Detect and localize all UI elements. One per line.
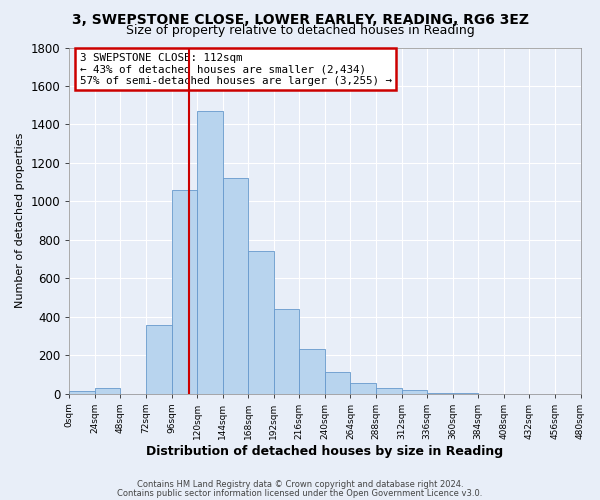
Text: 3 SWEPSTONE CLOSE: 112sqm
← 43% of detached houses are smaller (2,434)
57% of se: 3 SWEPSTONE CLOSE: 112sqm ← 43% of detac…	[80, 52, 392, 86]
Bar	[197, 111, 223, 394]
Text: 3, SWEPSTONE CLOSE, LOWER EARLEY, READING, RG6 3EZ: 3, SWEPSTONE CLOSE, LOWER EARLEY, READIN…	[71, 12, 529, 26]
Bar	[427, 392, 453, 394]
Text: Contains HM Land Registry data © Crown copyright and database right 2024.: Contains HM Land Registry data © Crown c…	[137, 480, 463, 489]
X-axis label: Distribution of detached houses by size in Reading: Distribution of detached houses by size …	[146, 444, 503, 458]
Bar	[299, 350, 325, 394]
Text: Contains public sector information licensed under the Open Government Licence v3: Contains public sector information licen…	[118, 490, 482, 498]
Bar	[248, 252, 274, 394]
Bar	[172, 190, 197, 394]
Text: Size of property relative to detached houses in Reading: Size of property relative to detached ho…	[125, 24, 475, 37]
Bar	[401, 390, 427, 394]
Bar	[325, 372, 350, 394]
Bar	[376, 388, 401, 394]
Bar	[350, 383, 376, 394]
Bar	[223, 178, 248, 394]
Bar	[70, 390, 95, 394]
Y-axis label: Number of detached properties: Number of detached properties	[15, 133, 25, 308]
Bar	[274, 309, 299, 394]
Bar	[146, 326, 172, 394]
Bar	[95, 388, 121, 394]
